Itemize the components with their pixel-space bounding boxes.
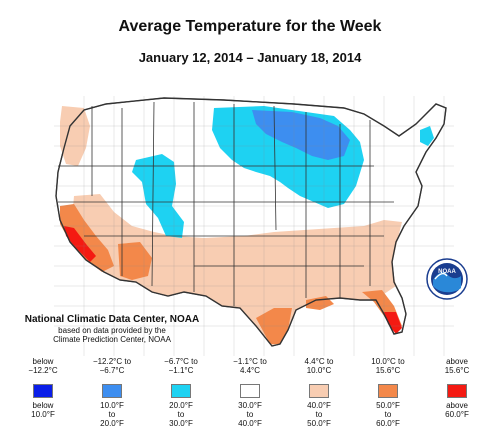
region-hot-sfl (384, 312, 402, 334)
legend-swatch (102, 384, 122, 398)
noaa-logo-icon: NOAA (426, 258, 468, 300)
legend-fahrenheit-value: 30.0°F (169, 418, 193, 428)
credit-line-3: Climate Prediction Center, NOAA (53, 334, 171, 344)
legend-celsius: below (32, 357, 54, 366)
us-temperature-map (54, 96, 454, 356)
legend-celsius: −1.1°C to (233, 357, 267, 366)
legend-fahrenheit: 20.0°F (169, 401, 193, 410)
legend-celsius-value: 15.6°C (444, 365, 470, 375)
legend-fahrenheit-to: to (315, 409, 323, 419)
region-cold-maine (420, 126, 434, 146)
region-warm-ca (60, 204, 114, 272)
legend-celsius: 4.4°C to (304, 357, 334, 366)
legend-fahrenheit-to: to (246, 409, 254, 419)
legend-bin-minus-12-to-minus-7: −12.2°C to −6.7°C 10.0°F to 20.0°F (83, 357, 141, 428)
legend-fahrenheit-value: 10.0°F (31, 409, 55, 419)
legend-fahrenheit-value: 40.0°F (238, 418, 262, 428)
legend-bin-below-minus-12: below −12.2°C below 10.0°F (14, 357, 72, 420)
legend-fahrenheit-to: to (108, 409, 116, 419)
legend-bin-4-to-10: 4.4°C to 10.0°C 40.0°F to 50.0°F (290, 357, 348, 428)
legend-fahrenheit: 30.0°F (238, 401, 262, 410)
legend-fahrenheit-to: to (177, 409, 185, 419)
legend-celsius: above (446, 357, 468, 366)
legend-celsius-value: −12.2°C (28, 365, 58, 375)
region-cold-rockies (132, 154, 184, 238)
credit-line-2: based on data provided by the (58, 325, 166, 335)
temperature-legend: below −12.2°C below 10.0°F −12.2°C to −6.7°… (14, 357, 490, 434)
region-warm-light-nw (60, 106, 90, 166)
legend-celsius: −12.2°C to (92, 357, 132, 366)
region-hot-socal (64, 226, 96, 262)
region-colder-midwest (252, 110, 350, 160)
legend-bin-10-to-16: 10.0°C to 15.6°C 50.0°F to 60.0°F (359, 357, 417, 428)
legend-celsius: −6.7°C to (164, 357, 198, 366)
legend-celsius: 10.0°C to (371, 357, 405, 366)
legend-fahrenheit: 10.0°F (100, 401, 124, 410)
legend-swatch (33, 384, 53, 398)
legend-fahrenheit-value: 60.0°F (445, 409, 469, 419)
legend-swatch (378, 384, 398, 398)
map-title: Average Temperature for the Week (118, 18, 382, 35)
legend-fahrenheit: below (32, 401, 54, 410)
legend-fahrenheit: above (446, 401, 468, 410)
legend-celsius-value: 10.0°C (306, 365, 332, 375)
data-credit: National Climatic Data Center, NOAA base… (12, 314, 212, 344)
credit-line-1: National Climatic Data Center, NOAA (24, 314, 200, 325)
legend-fahrenheit: 50.0°F (376, 401, 400, 410)
legend-fahrenheit-value: 50.0°F (307, 418, 331, 428)
legend-fahrenheit: 40.0°F (307, 401, 331, 410)
legend-bin-above-16: above 15.6°C above 60.0°F (428, 357, 486, 420)
legend-celsius-value: 15.6°C (375, 365, 401, 375)
noaa-logo-text: NOAA (438, 269, 456, 275)
legend-fahrenheit-value: 60.0°F (376, 418, 400, 428)
legend-swatch (240, 384, 260, 398)
legend-fahrenheit-value: 20.0°F (100, 418, 124, 428)
legend-swatch (447, 384, 467, 398)
legend-celsius-value: 4.4°C (239, 365, 261, 375)
map-date-range: January 12, 2014 – January 18, 2014 (138, 50, 362, 65)
legend-swatch (309, 384, 329, 398)
legend-bin-minus-7-to-minus-1: −6.7°C to −1.1°C 20.0°F to 30.0°F (152, 357, 210, 428)
legend-swatch (171, 384, 191, 398)
legend-bin-minus-1-to-4: −1.1°C to 4.4°C 30.0°F to 40.0°F (221, 357, 279, 428)
legend-celsius-value: −6.7°C (99, 365, 125, 375)
legend-fahrenheit-to: to (384, 409, 392, 419)
us-outline (55, 97, 447, 347)
state-boundaries (58, 101, 394, 306)
region-warm-az (118, 242, 152, 280)
region-warm-light-south (70, 194, 402, 346)
legend-celsius-value: −1.1°C (168, 365, 194, 375)
